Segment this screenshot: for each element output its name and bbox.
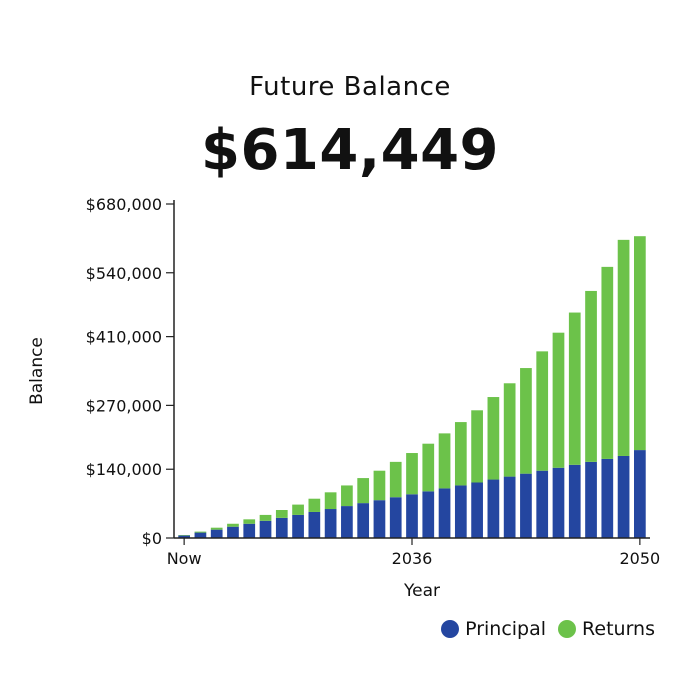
y-tick-label: $140,000 bbox=[86, 460, 162, 479]
bar-principal bbox=[373, 500, 386, 538]
bar-principal bbox=[422, 491, 435, 538]
bar-returns bbox=[601, 266, 614, 459]
bar-returns bbox=[194, 531, 207, 533]
bar-principal bbox=[406, 494, 418, 538]
x-tick-label: 2036 bbox=[392, 549, 433, 568]
bar-returns bbox=[308, 498, 321, 512]
bar-principal bbox=[178, 535, 190, 538]
bar-principal bbox=[210, 529, 223, 538]
bar-returns bbox=[634, 236, 646, 451]
bar-returns bbox=[373, 470, 386, 501]
y-axis-label: Balance bbox=[27, 337, 47, 405]
bar-returns bbox=[422, 443, 435, 492]
bar-returns bbox=[259, 514, 272, 521]
bar-returns bbox=[210, 527, 223, 530]
y-tick-label: $410,000 bbox=[86, 328, 162, 347]
legend-item-principal: Principal bbox=[441, 618, 546, 640]
bar-principal bbox=[438, 488, 451, 538]
bar-returns bbox=[471, 410, 483, 483]
y-tick-label: $540,000 bbox=[86, 264, 162, 283]
bar-principal bbox=[308, 511, 321, 538]
chart-legend: Principal Returns bbox=[429, 618, 655, 640]
bar-principal bbox=[454, 485, 467, 538]
bar-returns bbox=[243, 519, 256, 524]
bar-principal bbox=[601, 458, 614, 538]
x-tick-label: Now bbox=[167, 549, 202, 568]
bar-principal bbox=[536, 470, 549, 538]
bar-principal bbox=[617, 455, 630, 538]
bar-returns bbox=[454, 422, 467, 486]
y-tick-label: $0 bbox=[142, 529, 162, 548]
bar-principal bbox=[324, 509, 337, 538]
bar-returns bbox=[617, 239, 630, 456]
bar-principal bbox=[259, 520, 272, 538]
bar-returns bbox=[275, 510, 288, 518]
future-balance-value: $614,449 bbox=[200, 118, 500, 183]
legend-swatch-returns bbox=[558, 620, 577, 638]
bar-principal bbox=[568, 464, 581, 538]
bar-principal bbox=[487, 479, 500, 538]
bar-returns bbox=[585, 290, 597, 462]
bar-returns bbox=[438, 433, 451, 489]
bar-principal bbox=[389, 497, 402, 538]
bar-returns bbox=[292, 504, 304, 515]
bar-returns bbox=[520, 368, 532, 474]
bar-principal bbox=[503, 476, 516, 538]
x-tick-label: 2050 bbox=[620, 549, 661, 568]
bar-principal bbox=[243, 523, 256, 538]
bar-returns bbox=[568, 312, 581, 465]
chart-title: Future Balance bbox=[249, 72, 451, 102]
bar-returns bbox=[389, 461, 402, 498]
bar-principal bbox=[585, 461, 597, 538]
bar-returns bbox=[341, 485, 353, 507]
bar-principal bbox=[275, 517, 288, 538]
bar-principal bbox=[227, 526, 239, 538]
legend-label-principal: Principal bbox=[465, 618, 547, 640]
bar-principal bbox=[341, 506, 353, 538]
bar-returns bbox=[227, 523, 239, 527]
bar-returns bbox=[357, 478, 370, 504]
bar-principal bbox=[634, 450, 646, 538]
bar-returns bbox=[552, 332, 565, 468]
bar-returns bbox=[503, 383, 516, 477]
bar-returns bbox=[487, 397, 500, 480]
bar-principal bbox=[292, 514, 304, 538]
bar-returns bbox=[406, 453, 418, 495]
legend-label-returns: Returns bbox=[582, 618, 655, 640]
bar-returns bbox=[324, 492, 337, 510]
bar-principal bbox=[357, 503, 370, 538]
x-axis-label: Year bbox=[403, 581, 440, 601]
bar-principal bbox=[520, 473, 532, 538]
bar-principal bbox=[471, 482, 483, 538]
bar-principal bbox=[552, 467, 565, 538]
bar-returns bbox=[536, 351, 549, 471]
y-tick-label: $680,000 bbox=[86, 195, 162, 214]
legend-swatch-principal bbox=[441, 620, 460, 638]
bar-principal bbox=[194, 532, 207, 538]
legend-item-returns: Returns bbox=[558, 618, 655, 640]
y-tick-label: $270,000 bbox=[86, 396, 162, 415]
